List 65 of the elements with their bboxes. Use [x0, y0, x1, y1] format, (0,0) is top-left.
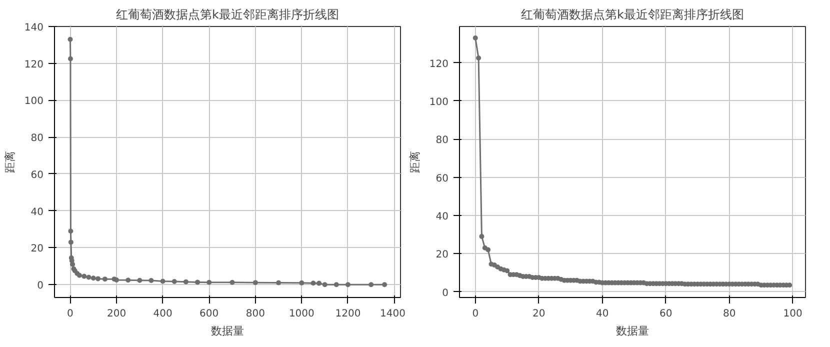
- y-tick-label: 80: [30, 133, 44, 144]
- x-tick-label: 200: [106, 308, 126, 320]
- point: [68, 36, 73, 42]
- point: [252, 280, 258, 286]
- x-tick-label: 0: [67, 308, 74, 320]
- point: [126, 278, 131, 283]
- y-tick-label: 60: [436, 173, 449, 184]
- y-tick-label: 20: [436, 250, 449, 261]
- x-tick-label: 0: [472, 308, 479, 320]
- x-tick-label: 600: [200, 308, 219, 320]
- point: [230, 280, 235, 285]
- point: [382, 282, 388, 288]
- x-tick-label: 20: [532, 308, 546, 320]
- x-tick-label: 80: [722, 308, 736, 320]
- y-tick-label: 80: [436, 135, 449, 146]
- point: [68, 240, 74, 245]
- point: [183, 279, 188, 284]
- y-axis-title: 距离: [408, 151, 422, 173]
- chart-title: 红葡萄酒数据点第k最近邻距离排序折线图: [521, 8, 744, 22]
- point: [299, 280, 304, 286]
- point: [102, 276, 108, 282]
- x-tick-label: 60: [659, 308, 672, 320]
- point: [316, 280, 322, 286]
- point: [368, 282, 374, 288]
- x-tick-label: 1000: [288, 308, 314, 320]
- x-tick-label: 1400: [380, 308, 406, 320]
- point: [114, 277, 120, 282]
- point: [137, 278, 142, 283]
- y-tick-label: 140: [24, 22, 44, 34]
- point: [68, 56, 73, 62]
- x-tick-label: 800: [246, 308, 265, 320]
- x-tick-label: 1200: [335, 308, 361, 320]
- point: [334, 282, 339, 288]
- y-tick-label: 100: [429, 96, 449, 108]
- x-axis-title: 数据量: [616, 324, 649, 338]
- point: [148, 278, 154, 284]
- point: [70, 262, 76, 267]
- point: [82, 274, 87, 279]
- y-tick-label: 120: [24, 59, 44, 70]
- point: [96, 276, 101, 282]
- point: [310, 280, 316, 286]
- y-axis-title: 距离: [3, 151, 16, 173]
- point: [195, 280, 200, 285]
- y-tick-label: 100: [24, 96, 44, 108]
- x-tick-label: 100: [783, 308, 802, 320]
- point: [276, 280, 282, 286]
- y-tick-label: 20: [30, 244, 44, 255]
- point: [160, 278, 166, 284]
- point: [86, 274, 92, 280]
- point: [322, 282, 328, 288]
- y-tick-label: 60: [30, 170, 44, 181]
- x-tick-label: 40: [596, 308, 609, 320]
- y-tick-label: 40: [436, 211, 449, 222]
- point: [345, 282, 350, 288]
- point: [172, 278, 177, 284]
- y-tick-label: 120: [429, 58, 449, 70]
- point: [90, 276, 96, 281]
- x-tick-label: 400: [153, 308, 172, 320]
- y-tick-label: 0: [37, 280, 44, 292]
- y-tick-label: 0: [442, 288, 449, 299]
- point: [206, 280, 212, 285]
- point: [68, 228, 74, 234]
- chart-title: 红葡萄酒数据点第k最近邻距离排序折线图: [116, 8, 339, 22]
- x-axis-title: 数据量: [211, 324, 244, 338]
- y-tick-label: 40: [30, 206, 44, 218]
